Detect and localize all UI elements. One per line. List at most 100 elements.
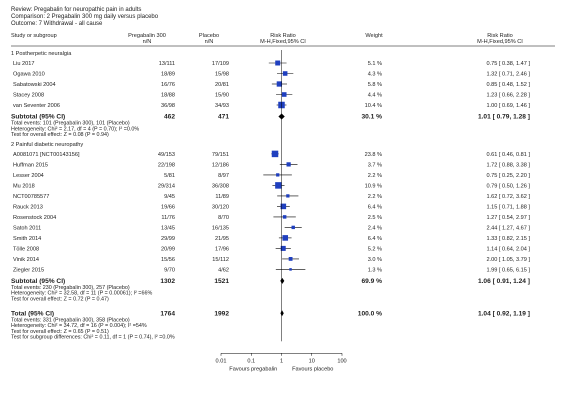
study-name: Sabatowski 2004 [13, 82, 56, 88]
study-effect-box [276, 173, 280, 177]
study-ctrl-events: 17/109 [212, 61, 229, 67]
subtotal-exp: 462 [164, 114, 175, 121]
study-name: Rauck 2013 [13, 204, 43, 210]
study-rr: 2.44 [ 1.27, 4.67 ] [486, 225, 530, 231]
study-rr: 0.75 [ 0.25, 2.20 ] [486, 173, 530, 179]
study-ctrl-events: 16/135 [212, 225, 229, 231]
subtotal-ctrl: 1521 [214, 278, 229, 285]
study-exp-events: 13/45 [161, 225, 175, 231]
study-exp-events: 5/81 [164, 173, 175, 179]
study-effect-box [282, 71, 288, 76]
study-weight: 10.9 % [365, 183, 382, 189]
study-effect-box [282, 235, 289, 241]
study-ctrl-events: 15/98 [215, 72, 229, 78]
review-title: Review: Pregabalin for neuropathic pain … [11, 7, 141, 13]
x-axis-tick-label: 0.01 [216, 358, 227, 364]
study-exp-events: 9/45 [164, 194, 175, 200]
study-effect-box [291, 225, 295, 230]
study-exp-events: 18/88 [161, 93, 175, 99]
study-weight: 3.7 % [368, 162, 382, 168]
favours-left-label: Favours pregabalin [229, 366, 277, 372]
col-rr-subheader: M-H,Fixed,95% CI [477, 39, 523, 45]
study-rr: 1.33 [ 0.82, 2.15 ] [486, 236, 530, 242]
col-ctrl-subheader: n/N [205, 39, 214, 45]
study-weight: 5.8 % [368, 82, 382, 88]
study-exp-events: 9/70 [164, 267, 175, 273]
x-axis-tick-label: 10 [309, 358, 315, 364]
study-name: Smith 2014 [13, 236, 41, 242]
col-exp-subheader: n/N [143, 39, 152, 45]
study-exp-events: 49/153 [158, 152, 175, 158]
study-weight: 4.4 % [368, 93, 382, 99]
study-name: Tölle 2008 [13, 246, 39, 252]
subtotal-diamond [280, 277, 285, 284]
study-exp-events: 29/99 [161, 236, 175, 242]
study-weight: 23.8 % [365, 152, 382, 158]
study-exp-events: 22/198 [158, 162, 175, 168]
study-exp-events: 15/56 [161, 257, 175, 263]
study-rr: 2.00 [ 1.05, 3.79 ] [486, 257, 530, 263]
col-exp-header: Pregabalin 300 [128, 33, 166, 39]
total-stat: Total events: 331 (Pregabalin 300), 358 … [11, 317, 130, 323]
x-axis-tick-label: 0.1 [247, 358, 255, 364]
subtotal-weight: 69.9 % [361, 278, 382, 285]
study-rr: 1.62 [ 0.72, 3.62 ] [486, 194, 530, 200]
outcome-title: Outcome: 7 Withdrawal - all cause [11, 21, 103, 27]
study-rr: 0.75 [ 0.38, 1.47 ] [486, 61, 530, 67]
study-exp-events: 20/99 [161, 246, 175, 252]
study-rr: 1.99 [ 0.65, 6.15 ] [486, 267, 530, 273]
study-name: Satoh 2011 [13, 225, 41, 231]
study-name: Huffman 2015 [13, 162, 48, 168]
study-name: A0081071 [NCT00143156] [13, 152, 80, 158]
overall-total-exp: 1764 [160, 310, 175, 317]
study-name: NCT00785577 [13, 194, 49, 200]
study-name: Ziegler 2015 [13, 267, 44, 273]
study-weight: 1.3 % [368, 267, 382, 273]
study-weight: 5.1 % [368, 61, 382, 67]
col-weight-header: Weight [365, 33, 383, 39]
study-rr: 1.14 [ 0.64, 2.04 ] [486, 246, 530, 252]
study-rr: 1.72 [ 0.88, 3.38 ] [486, 162, 530, 168]
study-exp-events: 29/314 [158, 183, 175, 189]
overall-total-weight: 100.0 % [358, 310, 382, 317]
subtotal-ctrl: 471 [218, 114, 229, 121]
col-study-header: Study or subgroup [11, 33, 57, 39]
study-rr: 1.23 [ 0.66, 2.28 ] [486, 93, 530, 99]
study-name: Rosenstock 2004 [13, 215, 56, 221]
study-weight: 10.4 % [365, 103, 382, 109]
study-ctrl-events: 20/81 [215, 82, 229, 88]
study-name: van Seventer 2006 [13, 103, 60, 109]
x-axis-tick-label: 1 [280, 358, 283, 364]
subtotal-label: Subtotal (95% CI) [11, 278, 65, 285]
study-rr: 1.15 [ 0.71, 1.88 ] [486, 204, 530, 210]
study-weight: 6.4 % [368, 236, 382, 242]
study-ctrl-events: 8/70 [218, 215, 229, 221]
comparison-title: Comparison: 2 Pregabalin 300 mg daily ve… [11, 14, 159, 20]
study-weight: 2.2 % [368, 173, 382, 179]
study-name: Stacey 2008 [13, 93, 44, 99]
overall-total-label: Total (95% CI) [11, 310, 54, 317]
subtotal-weight: 30.1 % [361, 114, 382, 121]
overall-total-ctrl: 1992 [214, 310, 229, 317]
study-effect-box [280, 203, 287, 210]
study-exp-events: 11/76 [161, 215, 175, 221]
overall-total-rr: 1.04 [ 0.92, 1.19 ] [478, 310, 530, 317]
study-exp-events: 36/98 [161, 103, 175, 109]
study-weight: 5.2 % [368, 246, 382, 252]
study-exp-events: 16/76 [161, 82, 175, 88]
study-weight: 2.4 % [368, 225, 382, 231]
study-name: Mu 2018 [13, 183, 35, 189]
study-effect-box [289, 268, 292, 271]
total-stat: Test for overall effect: Z = 0.65 (P = 0… [11, 329, 109, 335]
overall-total-diamond [280, 310, 284, 317]
study-effect-box [275, 60, 281, 66]
subgroup-title: 2 Painful diabetic neuropathy [11, 142, 83, 148]
study-weight: 2.2 % [368, 194, 382, 200]
study-ctrl-events: 15/90 [215, 93, 229, 99]
col-plot-header: Risk Ratio [270, 33, 296, 39]
subtotal-label: Subtotal (95% CI) [11, 114, 65, 121]
study-rr: 1.32 [ 0.71, 2.46 ] [486, 72, 530, 78]
subgroup-stat: Total events: 101 (Pregabalin 300), 101 … [11, 121, 130, 127]
study-effect-box [271, 150, 279, 158]
